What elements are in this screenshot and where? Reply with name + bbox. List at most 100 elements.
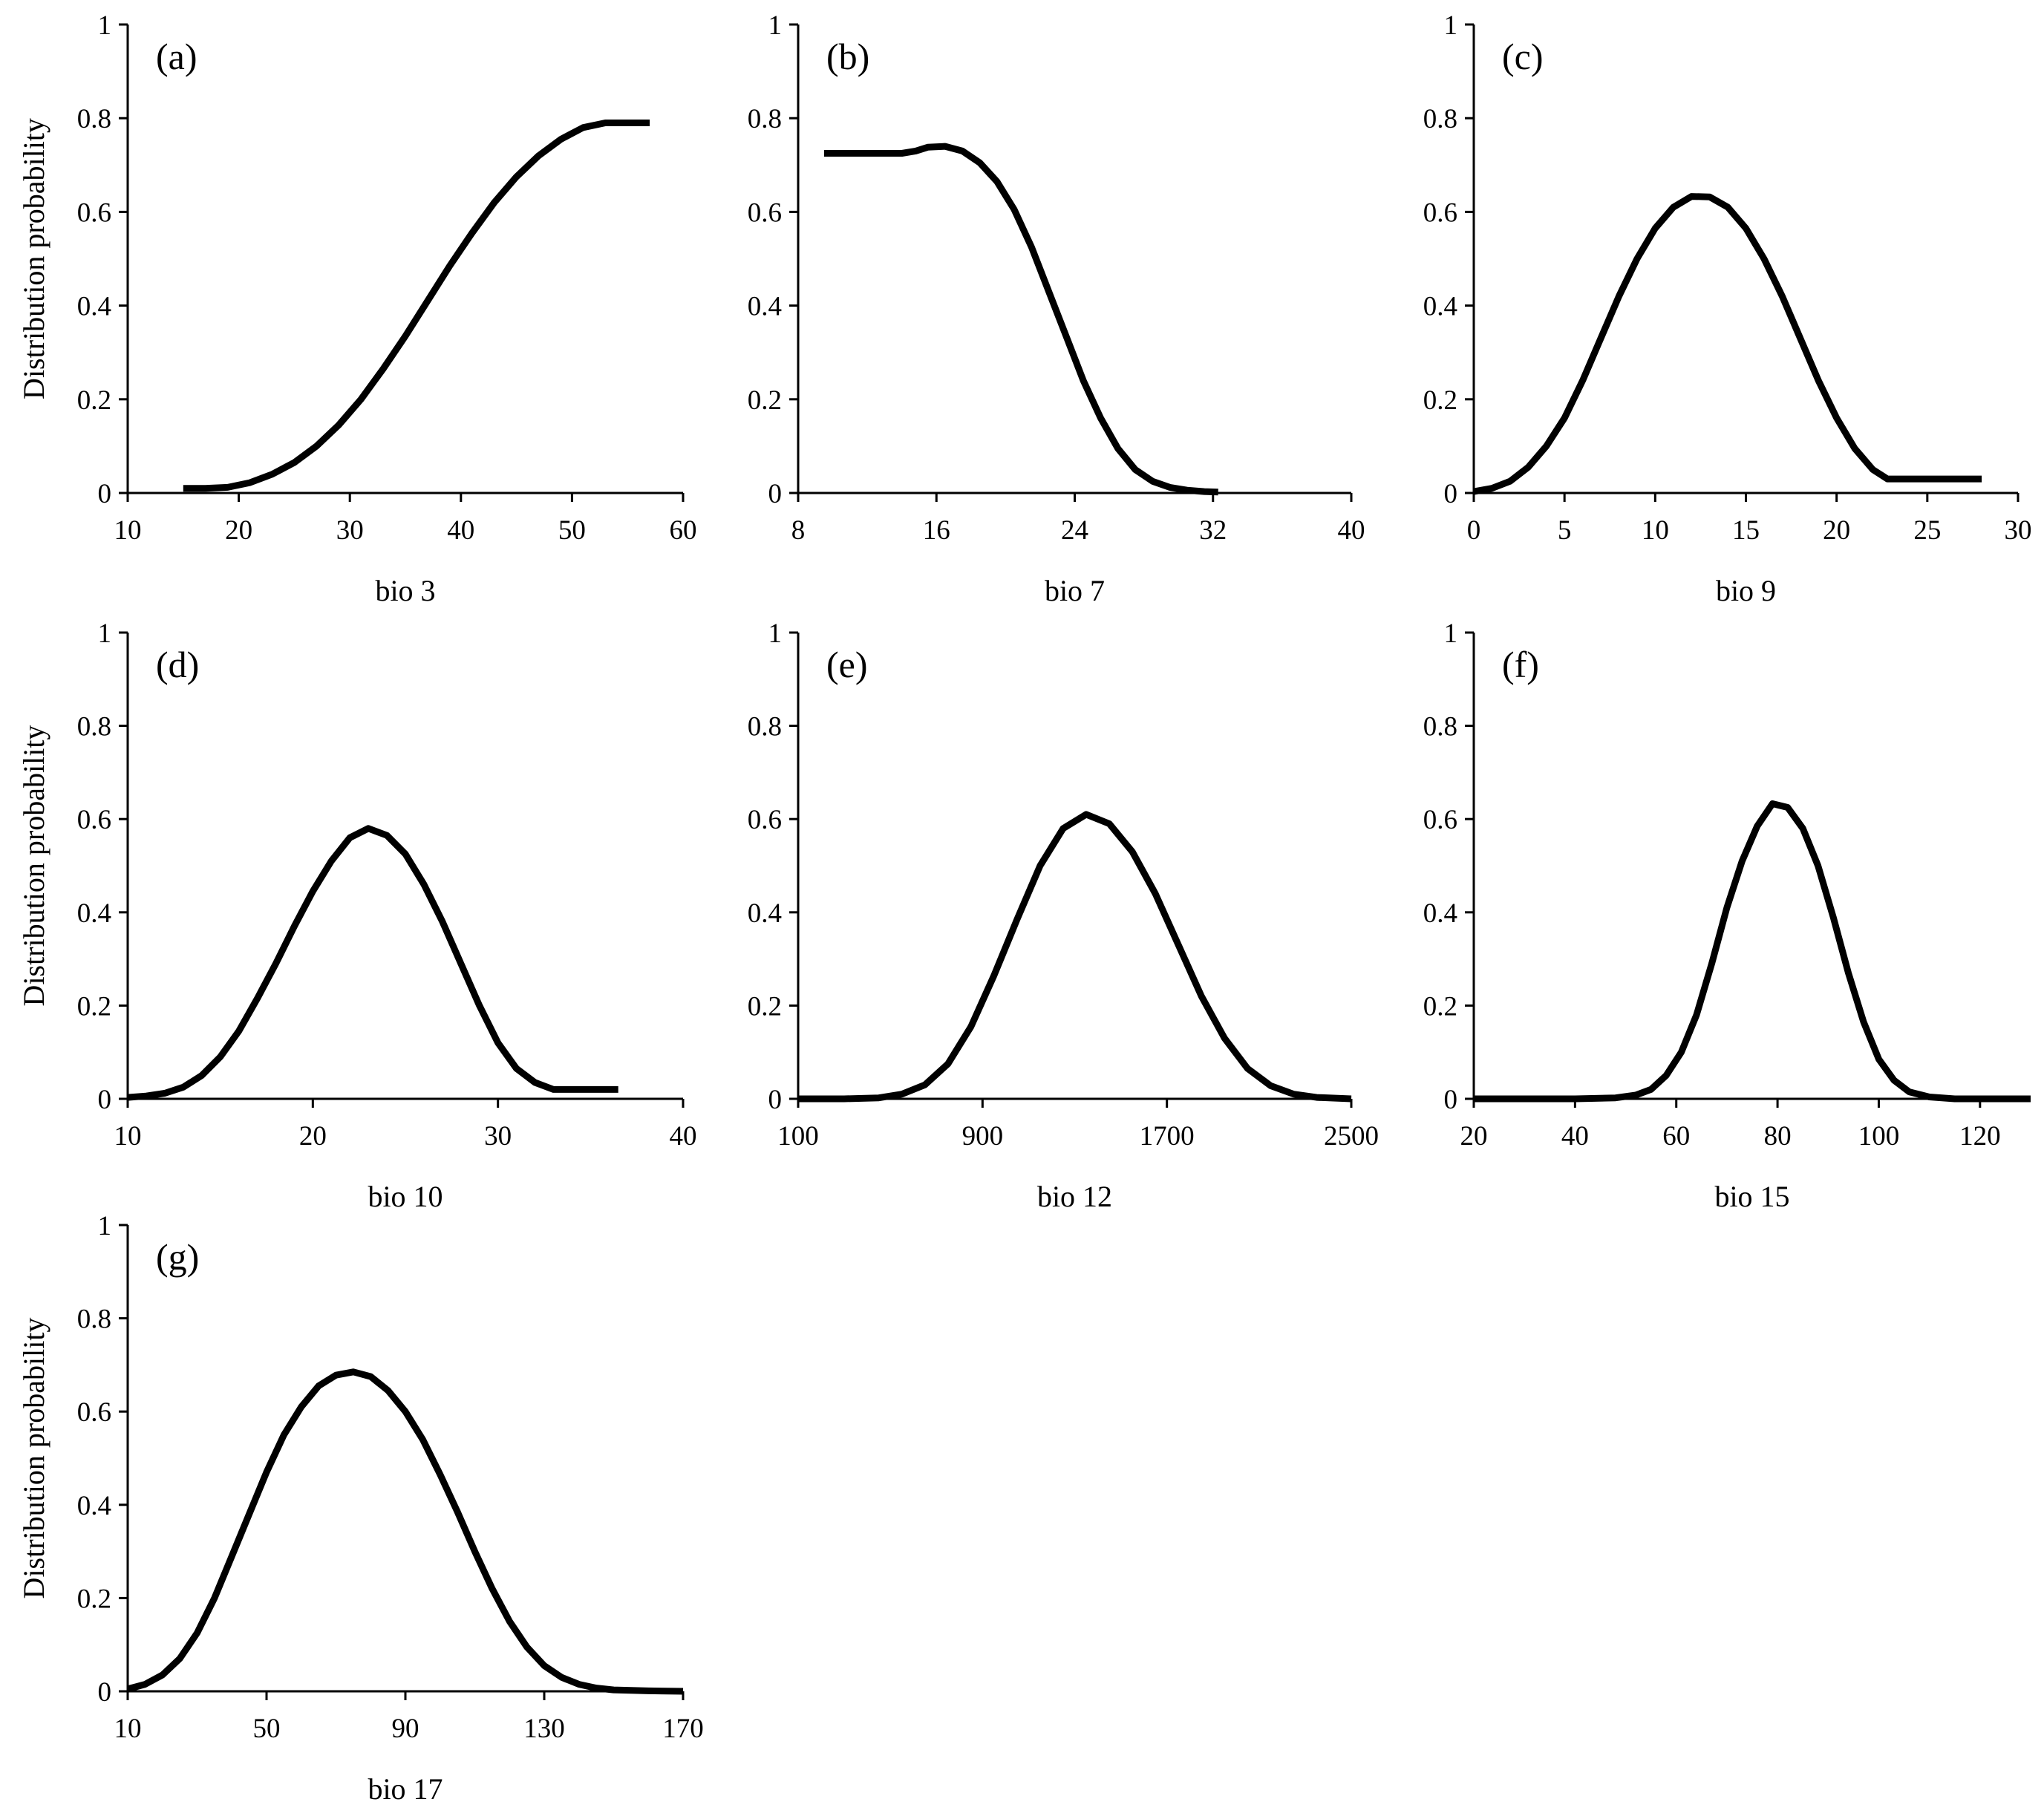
panel-c-x-tick-label: 0 <box>1467 515 1481 546</box>
panel-f-y-tick-label: 0.4 <box>1423 898 1457 929</box>
panel-d-x-tick-label: 10 <box>114 1121 142 1152</box>
panel-g-y-axis-title: Distribution probability <box>17 1318 50 1599</box>
panel-c-y-tick-label: 0.6 <box>1423 197 1457 228</box>
panel-a-y-tick-label: 0 <box>98 479 112 509</box>
panel-a-response-curve <box>183 120 650 492</box>
panel-g: 0 0.2 0.4 0.6 0.8 1 10 50 90 130 170 bio 17 Distribu… <box>17 1211 704 1806</box>
panel-e-y-tick-label: 0.8 <box>748 712 782 742</box>
panel-b-y-tick-label: 0.2 <box>748 385 782 416</box>
panel-b-y-tick-label: 0.8 <box>748 104 782 134</box>
panel-f-x-tick-label: 120 <box>1959 1121 2001 1152</box>
panel-d: 0 0.2 0.4 0.6 0.8 1 10 20 30 40 bio 10 Distribution… <box>17 618 697 1213</box>
panel-d-x-tick-label: 20 <box>299 1121 327 1152</box>
panel-g-x-tick-label: 90 <box>392 1714 419 1744</box>
panel-a-x-tick-label: 40 <box>447 515 474 546</box>
panel-d-y-tick-label: 0 <box>98 1085 112 1115</box>
panel-a-y-tick-label: 1 <box>98 10 112 41</box>
panel-a-y-tick-label: 0.8 <box>77 104 111 134</box>
panel-e-x-tick-label: 100 <box>777 1121 819 1152</box>
panel-a-y-tick-label: 0.2 <box>77 385 111 416</box>
panel-b-x-tick-label: 32 <box>1199 515 1227 546</box>
panel-f-x-axis-title: bio 15 <box>1714 1180 1789 1213</box>
panel-f-x-tick-label: 20 <box>1460 1121 1488 1152</box>
panel-b-x-tick-label: 24 <box>1061 515 1088 546</box>
panel-d-x-tick-label: 30 <box>484 1121 512 1152</box>
panel-b-y-tick-label: 0.4 <box>748 292 782 322</box>
panel-c-x-tick-label: 10 <box>1642 515 1669 546</box>
panel-e-y-tick-label: 0.2 <box>748 991 782 1022</box>
panel-c-x-tick-label: 15 <box>1732 515 1760 546</box>
panel-e-x-tick-label: 900 <box>962 1121 1004 1152</box>
panel-c-x-tick-label: 30 <box>2005 515 2032 546</box>
panel-b-x-axis-title: bio 7 <box>1045 574 1105 607</box>
panel-c-response-curve <box>1473 193 1982 495</box>
panel-b-response-curve <box>823 143 1218 496</box>
panel-g-y-tick-label: 0.6 <box>77 1397 111 1428</box>
panel-f-response-curve <box>1474 800 2031 1103</box>
panel-f-y-tick-label: 0.2 <box>1423 991 1457 1022</box>
panel-b-x-tick-label: 8 <box>791 515 806 546</box>
panel-a-x-tick-label: 50 <box>558 515 586 546</box>
panel-c-y-tick-label: 0.2 <box>1423 385 1457 416</box>
panel-e-y-tick-label: 1 <box>768 618 783 649</box>
panel-a-x-axis-title: bio 3 <box>375 574 435 607</box>
panel-a-y-tick-label: 0.6 <box>77 197 111 228</box>
panel-c-y-tick-label: 0 <box>1444 479 1458 509</box>
panel-c-label: (c) <box>1502 36 1544 77</box>
panel-e-y-tick-label: 0.4 <box>748 898 782 929</box>
panel-d-y-axis-title: Distribution probability <box>17 725 50 1007</box>
panel-c-x-tick-label: 5 <box>1558 515 1572 546</box>
panel-e-y-tick-label: 0 <box>768 1085 783 1115</box>
panel-e-x-tick-label: 1700 <box>1140 1121 1195 1152</box>
panel-d-x-axis-title: bio 10 <box>368 1180 443 1213</box>
panel-e-y-tick-label: 0.6 <box>748 805 782 835</box>
panel-a-y-tick-label: 0.4 <box>77 292 111 322</box>
panel-e: 0 0.2 0.4 0.6 0.8 1 100 900 1700 2500 bio 12 (e) <box>748 618 1379 1213</box>
panel-b-x-tick-label: 40 <box>1338 515 1365 546</box>
panel-f-y-tick-label: 1 <box>1444 618 1458 649</box>
panel-g-x-tick-label: 170 <box>662 1714 704 1744</box>
panel-c-y-tick-label: 1 <box>1444 10 1458 41</box>
panel-g-x-tick-label: 130 <box>523 1714 565 1744</box>
panel-c-y-tick-label: 0.8 <box>1423 104 1457 134</box>
panel-f-y-tick-label: 0.6 <box>1423 805 1457 835</box>
panel-d-x-tick-label: 40 <box>670 1121 697 1152</box>
panel-a-x-tick-label: 30 <box>336 515 364 546</box>
panel-b-x-tick-label: 16 <box>923 515 950 546</box>
panel-g-y-tick-label: 0.8 <box>77 1304 111 1335</box>
panel-g-response-curve <box>126 1368 684 1695</box>
panel-c-y-tick-label: 0.4 <box>1423 292 1457 322</box>
panel-f-x-tick-label: 40 <box>1561 1121 1589 1152</box>
panel-e-x-axis-title: bio 12 <box>1037 1180 1112 1213</box>
panel-d-y-tick-label: 0.8 <box>77 712 111 742</box>
panel-f-x-tick-label: 100 <box>1858 1121 1900 1152</box>
panel-a-label: (a) <box>156 36 197 77</box>
panel-f-y-tick-label: 0 <box>1444 1085 1458 1115</box>
panel-g-y-tick-label: 0.4 <box>77 1491 111 1521</box>
panel-e-label: (e) <box>826 644 868 685</box>
panel-f-x-tick-label: 80 <box>1764 1121 1792 1152</box>
panel-b-y-tick-label: 0.6 <box>748 197 782 228</box>
panel-g-y-tick-label: 1 <box>98 1211 112 1241</box>
panel-e-x-tick-label: 2500 <box>1324 1121 1379 1152</box>
panel-g-x-axis-title: bio 17 <box>368 1772 443 1806</box>
panel-f-x-tick-label: 60 <box>1662 1121 1690 1152</box>
panel-g-label: (g) <box>156 1236 199 1278</box>
panel-a-x-tick-label: 60 <box>670 515 697 546</box>
panel-d-y-tick-label: 0.2 <box>77 991 111 1022</box>
panel-f-label: (f) <box>1502 644 1539 685</box>
panel-d-y-tick-label: 0.6 <box>77 805 111 835</box>
panel-c-x-tick-label: 20 <box>1823 515 1850 546</box>
panel-g-y-tick-label: 0.2 <box>77 1584 111 1614</box>
panel-f-y-tick-label: 0.8 <box>1423 712 1457 742</box>
panel-d-response-curve <box>127 825 618 1101</box>
panel-a-x-tick-label: 20 <box>225 515 252 546</box>
panel-d-y-tick-label: 0.4 <box>77 898 111 929</box>
panel-g-x-tick-label: 50 <box>253 1714 281 1744</box>
panel-e-response-curve <box>798 811 1352 1103</box>
panel-a: 0 0.2 0.4 0.6 0.8 1 10 20 30 40 50 60 bio 3 Distribut… <box>17 10 697 607</box>
panel-g-y-tick-label: 0 <box>98 1677 112 1708</box>
